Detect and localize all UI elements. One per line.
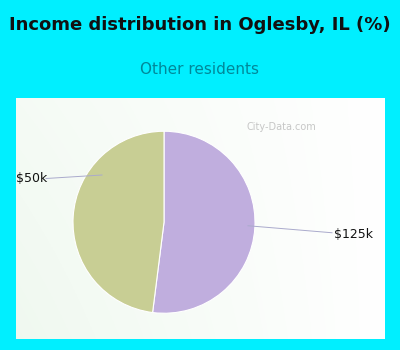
Text: $50k: $50k bbox=[16, 172, 47, 185]
Text: Other residents: Other residents bbox=[140, 63, 260, 77]
Text: $125k: $125k bbox=[334, 228, 373, 241]
Wedge shape bbox=[152, 131, 255, 313]
Text: Income distribution in Oglesby, IL (%): Income distribution in Oglesby, IL (%) bbox=[9, 15, 391, 34]
Text: City-Data.com: City-Data.com bbox=[246, 122, 316, 132]
Wedge shape bbox=[73, 131, 164, 313]
